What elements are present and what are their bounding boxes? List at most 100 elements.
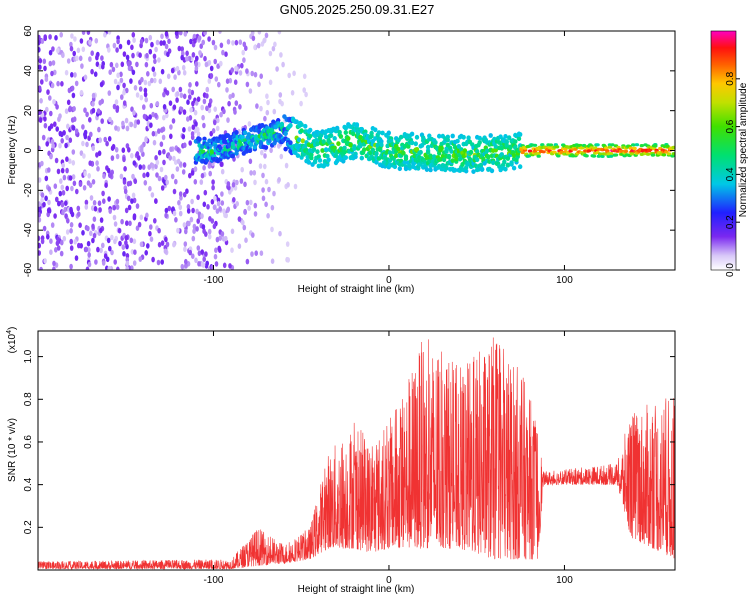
spectrogram-cell — [639, 144, 644, 148]
spectrogram-cell — [48, 60, 53, 67]
spectrogram-cell — [253, 44, 257, 51]
spectrogram-cell — [444, 149, 449, 154]
spectrogram-cell — [554, 145, 560, 149]
spectrogram-cell — [162, 91, 166, 98]
spectrogram-cell — [127, 65, 132, 72]
spectrogram-cell — [148, 185, 152, 192]
spectrogram-cell — [188, 140, 192, 146]
spectrogram-cell — [133, 249, 137, 255]
spectrogram-cell — [174, 31, 179, 36]
spectrogram-cell — [66, 58, 71, 64]
y-tick-label: -40 — [23, 223, 34, 238]
spectrogram-cell — [295, 153, 301, 159]
colorbar-tick-label: 0.6 — [725, 119, 736, 133]
spectrogram-cell — [179, 31, 183, 36]
spectrogram-cell — [81, 31, 86, 35]
spectrogram-cell — [146, 243, 150, 249]
snr-panel: -100 0 100 0.2 0.4 0.6 0.8 1.0 Height of straig… — [6, 327, 676, 595]
spectrogram-cell — [263, 163, 267, 170]
spectrogram-cell — [249, 199, 253, 206]
spectrogram-cell — [138, 86, 143, 92]
snr-frame — [37, 330, 676, 571]
spectrogram-cell — [303, 123, 308, 129]
spectrogram-cell — [427, 133, 432, 139]
spectrogram-cell — [65, 156, 69, 162]
spectrogram-cell — [256, 42, 261, 49]
spectrogram-cell — [239, 178, 244, 184]
spectrogram-cell — [157, 149, 162, 156]
spectrogram-cell — [115, 47, 119, 53]
spectrogram-cell — [68, 175, 73, 181]
spectrogram-cell — [193, 179, 198, 185]
spectrogram-cell — [61, 162, 65, 169]
spectrogram-cell — [242, 57, 246, 63]
spectrogram-cell — [300, 138, 305, 144]
spectrogram-cell — [161, 134, 166, 141]
spectrogram-cell — [126, 39, 131, 46]
spectrogram-cell — [38, 58, 43, 64]
spectrogram-cell — [182, 93, 187, 100]
spectrogram-cell — [362, 147, 367, 153]
spectrogram-cell — [124, 207, 129, 214]
spectrogram-cell — [91, 101, 95, 107]
spectrogram-cell — [38, 212, 41, 218]
spectrogram-cell — [114, 125, 118, 131]
spectrogram-cell — [126, 61, 131, 67]
spectrogram-cell — [122, 82, 126, 89]
spectrogram-cell — [286, 257, 291, 263]
spectrogram-cell — [346, 136, 351, 141]
spectrogram-cell — [191, 52, 196, 58]
spectrogram-cell — [39, 98, 43, 104]
spectrogram-cell — [175, 97, 179, 103]
spectrogram-cell — [119, 71, 123, 78]
spectrogram-cell — [486, 154, 491, 160]
spectrogram-cell — [72, 106, 76, 112]
spectrogram-cell — [71, 160, 76, 166]
spectrogram-cell — [44, 175, 49, 182]
spectrogram-cell — [106, 167, 111, 174]
spectrogram-cell — [95, 61, 100, 67]
spectrogram-cell — [162, 104, 167, 110]
spectrogram-cell — [50, 82, 55, 89]
spectrogram-cell — [180, 46, 184, 52]
spectrogram-cell — [97, 150, 102, 157]
spectrogram-cell — [52, 99, 56, 105]
spectrogram-cell — [145, 52, 149, 59]
spectrogram-cell — [159, 166, 164, 173]
spectrogram-cell — [221, 49, 225, 56]
spectrogram-cell — [132, 213, 137, 219]
spectrogram-cell — [123, 188, 128, 195]
spectrogram-cell — [409, 140, 415, 146]
spectrogram-cell — [264, 178, 269, 185]
spectrogram-cell — [86, 31, 91, 35]
spectrogram-cell — [213, 195, 217, 202]
spectrogram-cell — [40, 192, 45, 198]
spectrogram-cell — [246, 132, 251, 137]
spectrogram-cell — [154, 112, 158, 119]
spectrogram-cell — [38, 39, 41, 46]
spectrogram-cell — [67, 87, 72, 94]
spectrogram-cell — [279, 52, 283, 58]
spectrogram-cell — [53, 69, 57, 76]
spectrogram-cell — [190, 170, 195, 176]
spectrogram-cell — [403, 154, 409, 160]
spectrogram-cell — [478, 162, 484, 168]
spectrogram-cell — [235, 179, 239, 186]
spectrogram-cell — [98, 207, 102, 213]
spectrogram-cell — [260, 149, 264, 156]
spectrogram-cell — [222, 208, 226, 214]
spectrogram-cell — [99, 81, 104, 88]
spectrogram-cell — [373, 127, 378, 133]
spectrogram-cell — [260, 123, 265, 128]
spectrogram-cell — [261, 187, 265, 193]
spectrogram-cell — [477, 135, 482, 141]
spectrogram-cell — [508, 144, 513, 150]
spectrogram-cell — [101, 63, 105, 70]
spectrogram-cell — [135, 225, 140, 231]
spectrogram-cell — [299, 100, 303, 107]
spectrogram-cell — [342, 149, 347, 155]
spectrogram-cell — [328, 133, 334, 139]
spectrogram-cell — [54, 35, 58, 41]
spectrogram-cell — [92, 216, 97, 222]
spectrogram-cell — [211, 39, 216, 46]
